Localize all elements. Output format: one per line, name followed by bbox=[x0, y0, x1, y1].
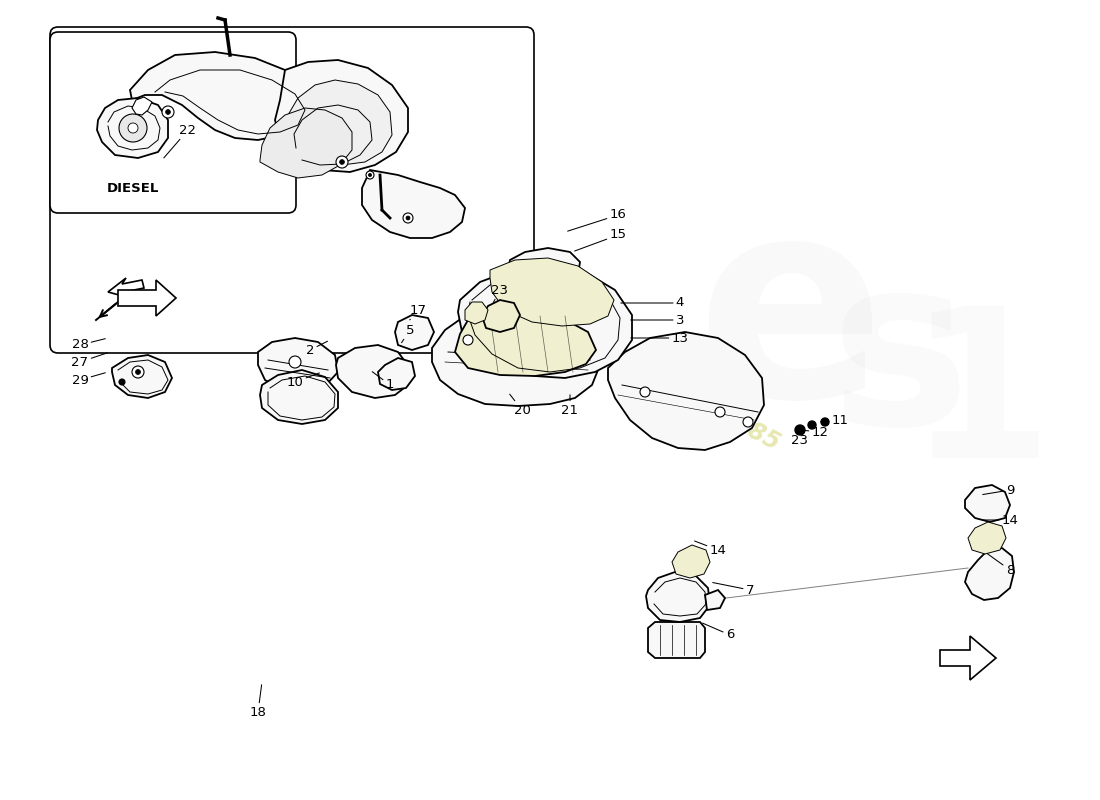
Text: 11: 11 bbox=[821, 414, 848, 426]
Polygon shape bbox=[130, 52, 310, 140]
Text: 28: 28 bbox=[72, 338, 106, 351]
FancyBboxPatch shape bbox=[50, 32, 296, 213]
Circle shape bbox=[336, 156, 348, 168]
Circle shape bbox=[132, 366, 144, 378]
Text: 23: 23 bbox=[792, 430, 808, 446]
Circle shape bbox=[640, 387, 650, 397]
Circle shape bbox=[795, 425, 805, 435]
Polygon shape bbox=[508, 248, 580, 284]
Circle shape bbox=[119, 114, 147, 142]
Text: 12: 12 bbox=[803, 426, 828, 438]
Text: 29: 29 bbox=[72, 373, 106, 386]
Polygon shape bbox=[112, 355, 172, 398]
Polygon shape bbox=[520, 282, 568, 305]
Polygon shape bbox=[455, 312, 596, 376]
Polygon shape bbox=[705, 590, 725, 610]
FancyBboxPatch shape bbox=[50, 27, 534, 353]
Polygon shape bbox=[646, 572, 710, 622]
Text: 1: 1 bbox=[908, 299, 1053, 501]
Polygon shape bbox=[362, 170, 465, 238]
Polygon shape bbox=[648, 622, 705, 658]
Circle shape bbox=[162, 106, 174, 118]
Polygon shape bbox=[286, 80, 392, 165]
Text: 14: 14 bbox=[694, 541, 726, 557]
Polygon shape bbox=[132, 97, 152, 115]
Circle shape bbox=[119, 379, 125, 385]
Circle shape bbox=[742, 417, 754, 427]
Circle shape bbox=[366, 171, 374, 179]
Polygon shape bbox=[336, 345, 410, 398]
Polygon shape bbox=[965, 485, 1010, 522]
Circle shape bbox=[135, 370, 141, 374]
Circle shape bbox=[715, 407, 725, 417]
Text: 22: 22 bbox=[164, 123, 197, 158]
Text: 3: 3 bbox=[630, 314, 684, 326]
Text: 9: 9 bbox=[982, 483, 1014, 497]
Text: 20: 20 bbox=[509, 394, 530, 417]
Circle shape bbox=[340, 160, 344, 164]
Text: 23: 23 bbox=[492, 283, 508, 302]
Text: 8: 8 bbox=[988, 554, 1014, 577]
Polygon shape bbox=[458, 265, 632, 378]
Text: 27: 27 bbox=[72, 353, 108, 369]
Polygon shape bbox=[940, 636, 996, 680]
Polygon shape bbox=[968, 522, 1006, 554]
Circle shape bbox=[406, 216, 410, 220]
Text: 1: 1 bbox=[372, 372, 394, 391]
Polygon shape bbox=[108, 278, 144, 298]
Circle shape bbox=[808, 421, 816, 429]
Polygon shape bbox=[118, 280, 176, 316]
Circle shape bbox=[128, 123, 138, 133]
Circle shape bbox=[821, 418, 829, 426]
Text: 4: 4 bbox=[620, 297, 684, 310]
Polygon shape bbox=[97, 98, 168, 158]
Polygon shape bbox=[378, 358, 415, 390]
Polygon shape bbox=[465, 302, 488, 324]
Text: DIESEL: DIESEL bbox=[107, 182, 160, 194]
Polygon shape bbox=[260, 370, 338, 424]
Text: 10: 10 bbox=[287, 373, 319, 389]
Polygon shape bbox=[258, 338, 338, 392]
Polygon shape bbox=[395, 315, 434, 350]
Text: 17: 17 bbox=[409, 303, 427, 320]
Text: 2: 2 bbox=[306, 342, 328, 357]
Text: s: s bbox=[829, 246, 970, 474]
Text: 16: 16 bbox=[568, 209, 626, 231]
Circle shape bbox=[463, 335, 473, 345]
Polygon shape bbox=[482, 300, 520, 332]
Circle shape bbox=[403, 213, 412, 223]
Text: 7: 7 bbox=[713, 582, 755, 597]
Circle shape bbox=[166, 110, 170, 114]
Polygon shape bbox=[275, 60, 408, 172]
Polygon shape bbox=[608, 332, 764, 450]
Text: 6: 6 bbox=[703, 623, 734, 642]
Polygon shape bbox=[672, 545, 710, 578]
Text: 21: 21 bbox=[561, 394, 579, 417]
Polygon shape bbox=[432, 312, 600, 406]
Text: 14: 14 bbox=[982, 514, 1019, 526]
Polygon shape bbox=[260, 108, 352, 178]
Polygon shape bbox=[490, 258, 614, 326]
Text: 15: 15 bbox=[574, 229, 627, 251]
Text: 18: 18 bbox=[250, 685, 266, 718]
Text: e: e bbox=[696, 185, 884, 455]
Text: 13: 13 bbox=[630, 331, 689, 345]
Circle shape bbox=[289, 356, 301, 368]
Text: a passion for parts since 1985: a passion for parts since 1985 bbox=[417, 245, 783, 455]
Polygon shape bbox=[965, 548, 1014, 600]
Circle shape bbox=[368, 174, 372, 177]
Text: 5: 5 bbox=[402, 323, 415, 342]
